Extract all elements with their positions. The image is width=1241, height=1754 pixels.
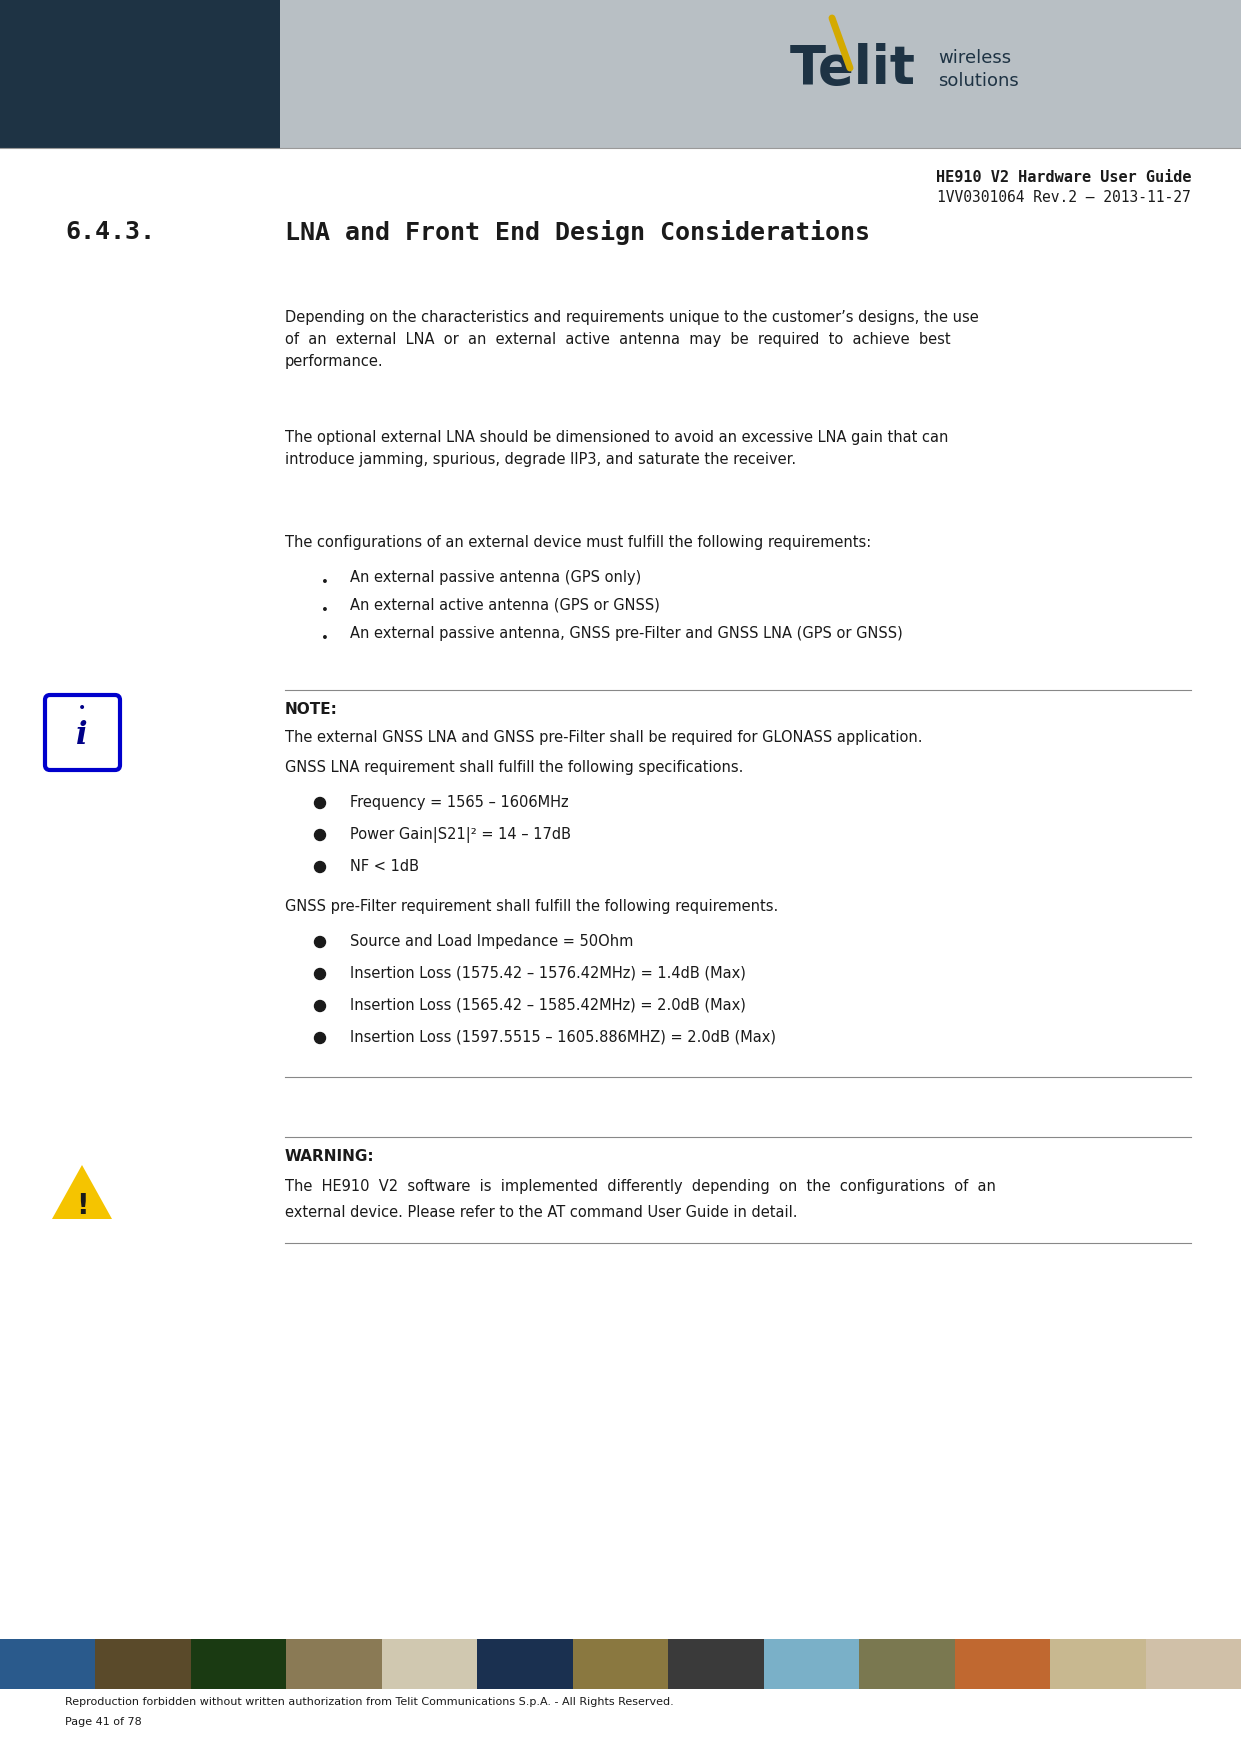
Text: 1VV0301064 Rev.2 – 2013-11-27: 1VV0301064 Rev.2 – 2013-11-27 [937, 189, 1191, 205]
Text: HE910 V2 Hardware User Guide: HE910 V2 Hardware User Guide [936, 170, 1191, 184]
FancyBboxPatch shape [668, 1638, 764, 1689]
FancyBboxPatch shape [0, 0, 280, 147]
Text: GNSS LNA requirement shall fulfill the following specifications.: GNSS LNA requirement shall fulfill the f… [285, 759, 743, 775]
FancyBboxPatch shape [45, 695, 120, 770]
Text: Source and Load Impedance = 50Ohm: Source and Load Impedance = 50Ohm [350, 933, 633, 949]
FancyBboxPatch shape [859, 1638, 956, 1689]
FancyBboxPatch shape [287, 1638, 382, 1689]
Text: NOTE:: NOTE: [285, 702, 338, 717]
FancyBboxPatch shape [96, 1638, 192, 1689]
Text: Power Gain|S21|² = 14 – 17dB: Power Gain|S21|² = 14 – 17dB [350, 826, 571, 844]
Text: introduce jamming, spurious, degrade IIP3, and saturate the receiver.: introduce jamming, spurious, degrade IIP… [285, 453, 797, 467]
Circle shape [314, 861, 325, 872]
Text: Insertion Loss (1575.42 – 1576.42MHz) = 1.4dB (Max): Insertion Loss (1575.42 – 1576.42MHz) = … [350, 966, 746, 980]
FancyBboxPatch shape [763, 1638, 860, 1689]
FancyBboxPatch shape [280, 0, 1241, 147]
Text: 6.4.3.: 6.4.3. [65, 219, 155, 244]
FancyBboxPatch shape [382, 1638, 478, 1689]
Text: !: ! [76, 1193, 88, 1221]
Text: An external passive antenna, GNSS pre-Filter and GNSS LNA (GPS or GNSS): An external passive antenna, GNSS pre-Fi… [350, 626, 902, 640]
Text: The  HE910  V2  software  is  implemented  differently  depending  on  the  conf: The HE910 V2 software is implemented dif… [285, 1179, 995, 1194]
Text: Telit: Telit [791, 44, 916, 95]
Text: The configurations of an external device must fulfill the following requirements: The configurations of an external device… [285, 535, 871, 551]
Circle shape [314, 968, 325, 979]
FancyBboxPatch shape [1050, 1638, 1147, 1689]
Text: GNSS pre-Filter requirement shall fulfill the following requirements.: GNSS pre-Filter requirement shall fulfil… [285, 900, 778, 914]
Polygon shape [52, 1165, 112, 1219]
Text: solutions: solutions [938, 72, 1019, 89]
FancyBboxPatch shape [0, 1638, 97, 1689]
Text: Depending on the characteristics and requirements unique to the customer’s desig: Depending on the characteristics and req… [285, 310, 979, 324]
Text: •: • [321, 603, 329, 617]
Text: •: • [78, 702, 86, 716]
Text: Page 41 of 78: Page 41 of 78 [65, 1717, 141, 1728]
Text: external device. Please refer to the AT command User Guide in detail.: external device. Please refer to the AT … [285, 1205, 798, 1221]
Text: WARNING:: WARNING: [285, 1149, 375, 1165]
Text: i: i [76, 719, 88, 751]
Text: •: • [321, 631, 329, 645]
FancyBboxPatch shape [573, 1638, 669, 1689]
Text: An external passive antenna (GPS only): An external passive antenna (GPS only) [350, 570, 642, 586]
Text: The external GNSS LNA and GNSS pre-Filter shall be required for GLONASS applicat: The external GNSS LNA and GNSS pre-Filte… [285, 730, 922, 745]
FancyBboxPatch shape [191, 1638, 288, 1689]
Text: Reproduction forbidden without written authorization from Telit Communications S: Reproduction forbidden without written a… [65, 1698, 674, 1707]
Text: LNA and Front End Design Considerations: LNA and Front End Design Considerations [285, 219, 870, 246]
Text: NF < 1dB: NF < 1dB [350, 859, 419, 873]
FancyBboxPatch shape [478, 1638, 573, 1689]
Text: An external active antenna (GPS or GNSS): An external active antenna (GPS or GNSS) [350, 598, 660, 612]
Circle shape [314, 798, 325, 809]
Text: Insertion Loss (1565.42 – 1585.42MHz) = 2.0dB (Max): Insertion Loss (1565.42 – 1585.42MHz) = … [350, 998, 746, 1014]
Circle shape [314, 1033, 325, 1044]
Circle shape [314, 830, 325, 840]
Text: The optional external LNA should be dimensioned to avoid an excessive LNA gain t: The optional external LNA should be dime… [285, 430, 948, 446]
Text: of  an  external  LNA  or  an  external  active  antenna  may  be  required  to : of an external LNA or an external active… [285, 332, 951, 347]
FancyBboxPatch shape [1145, 1638, 1241, 1689]
Text: wireless: wireless [938, 49, 1011, 67]
Circle shape [314, 1000, 325, 1012]
Text: •: • [321, 575, 329, 589]
FancyBboxPatch shape [954, 1638, 1051, 1689]
Text: performance.: performance. [285, 354, 383, 368]
Text: Insertion Loss (1597.5515 – 1605.886MHZ) = 2.0dB (Max): Insertion Loss (1597.5515 – 1605.886MHZ)… [350, 1030, 776, 1045]
Circle shape [314, 937, 325, 947]
Text: Frequency = 1565 – 1606MHz: Frequency = 1565 – 1606MHz [350, 795, 568, 810]
